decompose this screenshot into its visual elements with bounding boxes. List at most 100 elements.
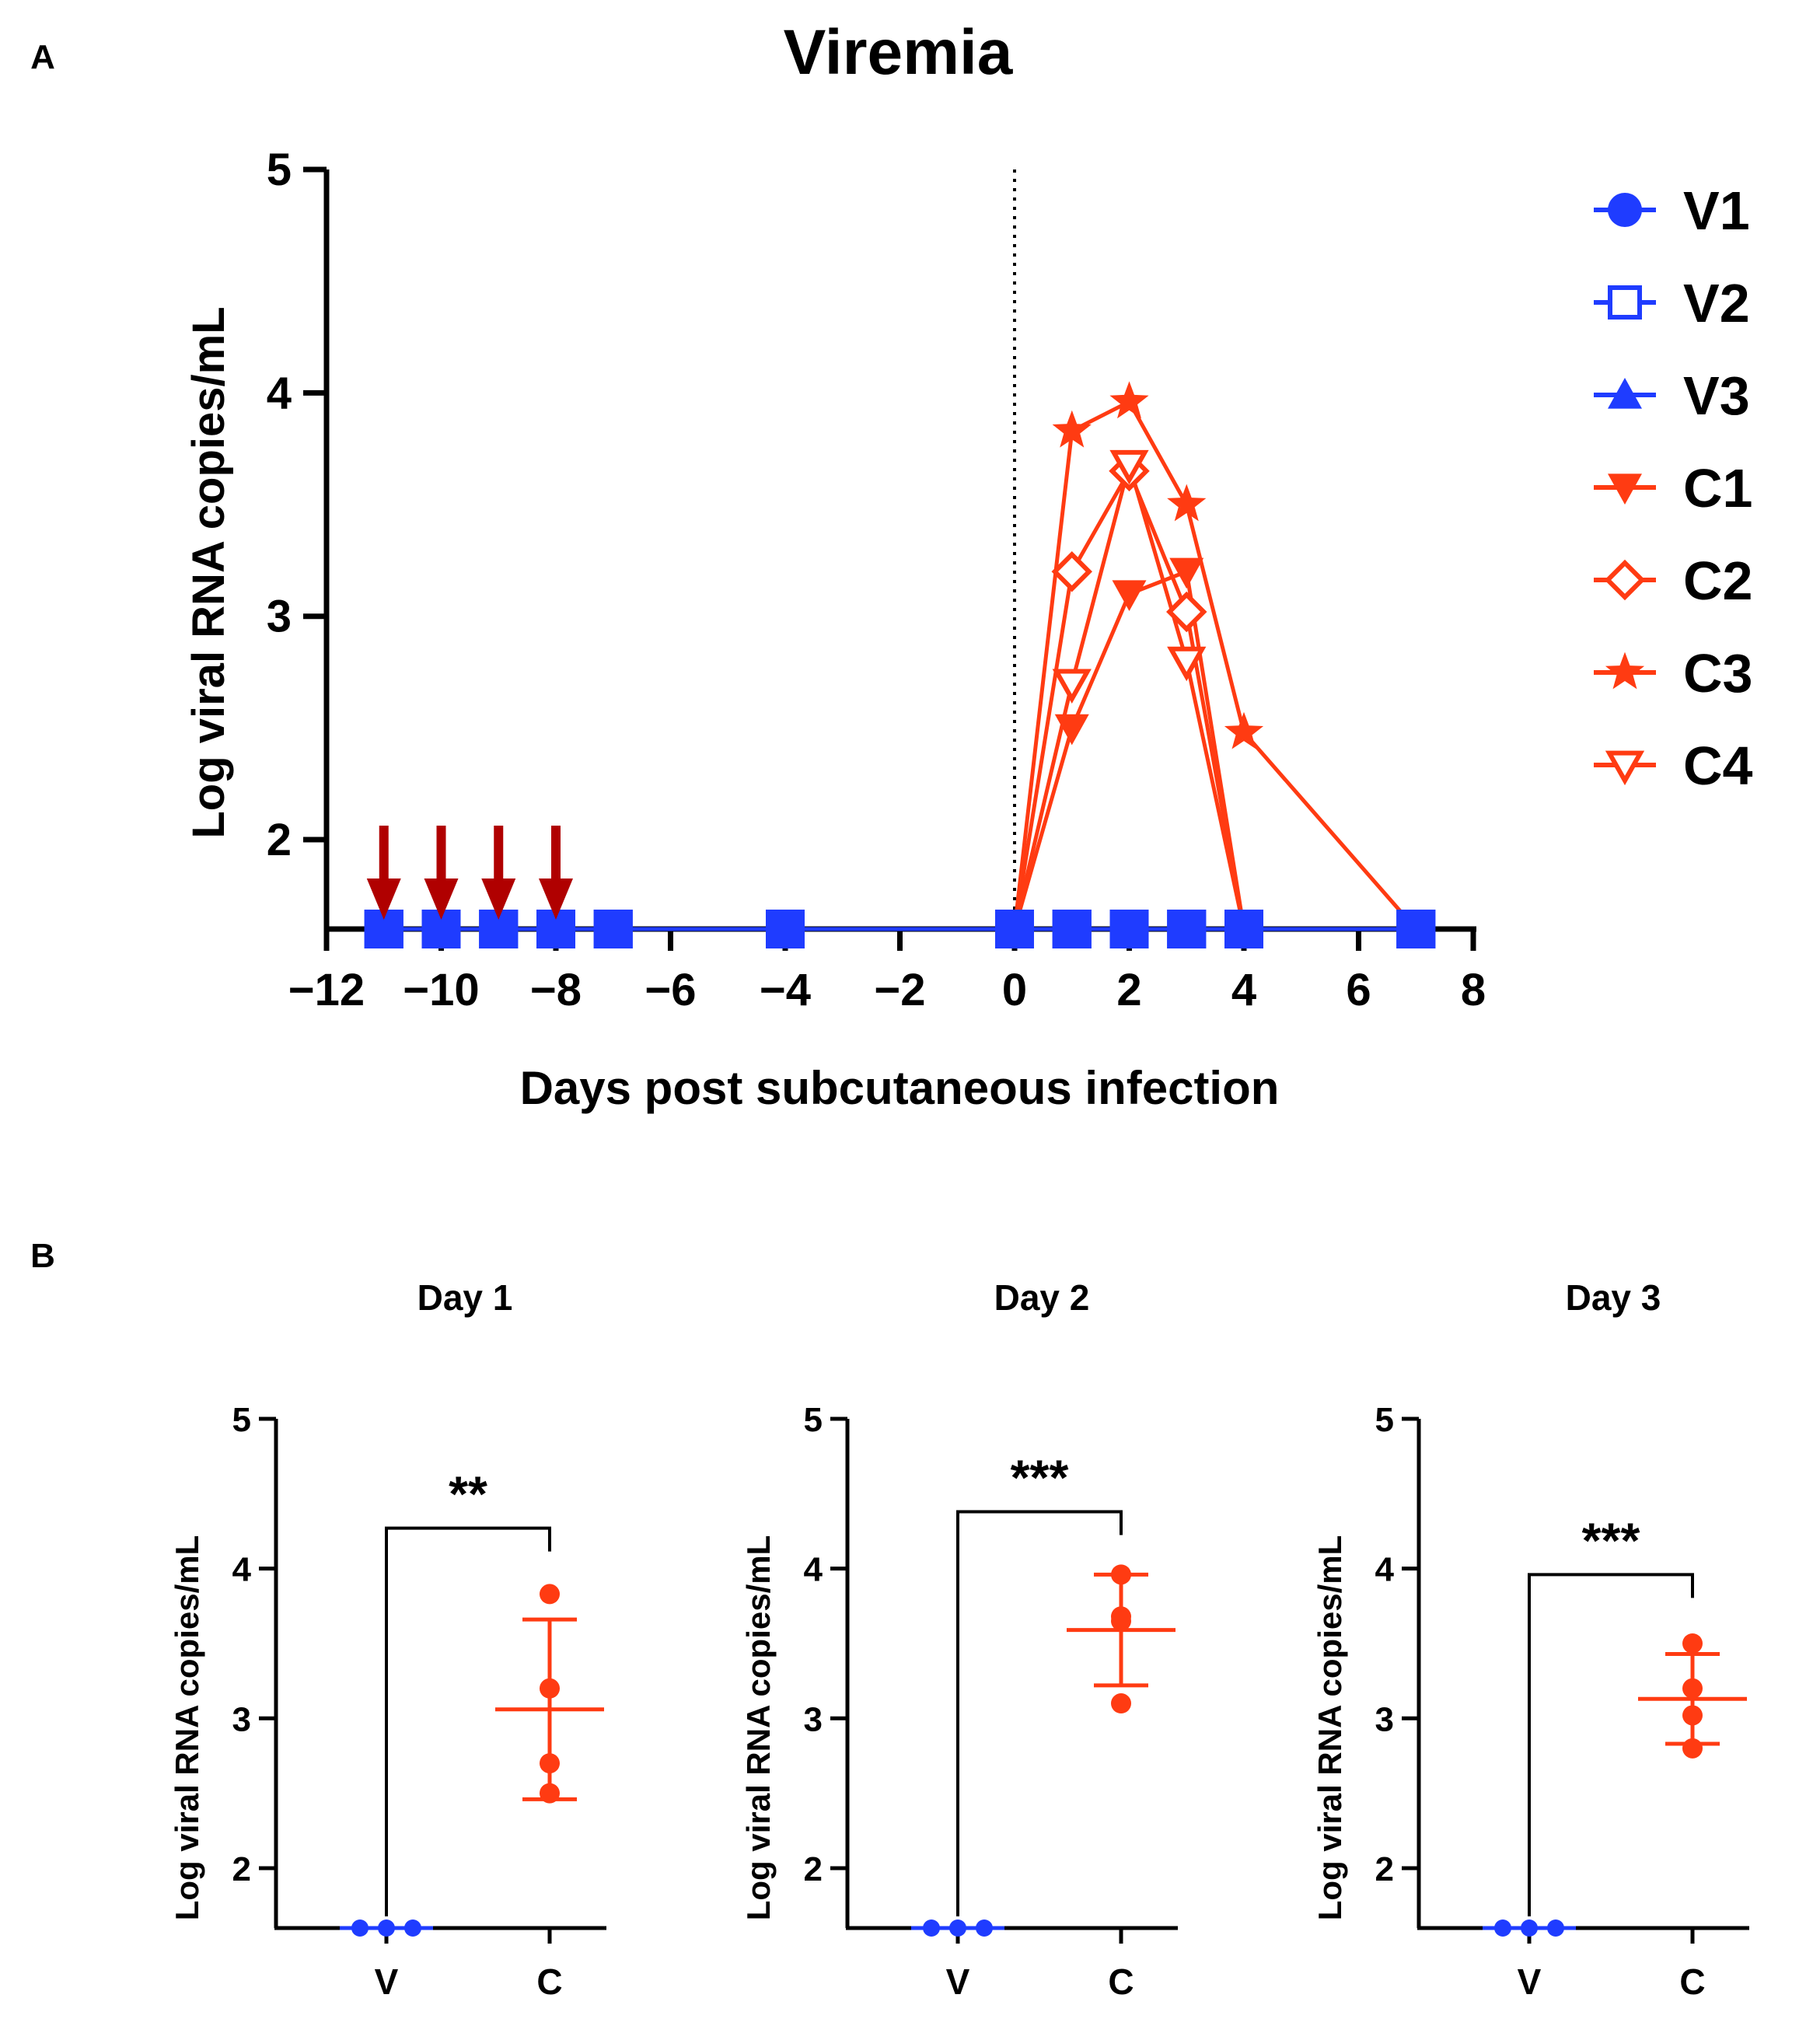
significance-bracket [385,1526,551,1916]
data-point-v3 [995,910,1034,948]
significance-bracket [1528,1573,1694,1916]
chart-title: Viremia [784,17,1014,88]
series-line-c3 [1012,399,1418,931]
y-tick-label: 3 [232,1700,251,1738]
y-tick-label: 5 [804,1401,823,1439]
data-point-c [1682,1633,1703,1654]
x-tick-label: −4 [760,965,811,1015]
legend: V1 V2 V3 C1 C2 C3 C4 [1594,180,1753,796]
vaccination-arrow-icon [481,879,516,920]
data-point-c1 [1112,580,1147,611]
x-tick-label: C [536,1961,562,2002]
legend-label-c3: C3 [1683,643,1752,704]
x-axis-label: Days post subcutaneous infection [520,1062,1280,1114]
y-tick-label: 2 [267,815,292,865]
data-point-c4 [1052,669,1092,704]
y-axis-label: Log viral RNA copies/mL [183,306,234,838]
data-point-c2 [1051,550,1092,592]
legend-label-v2: V2 [1683,273,1750,334]
x-tick-label: 2 [1116,965,1141,1015]
data-point-c [540,1753,560,1774]
data-point-v [404,1919,421,1937]
vaccination-arrow-icon [539,879,573,920]
data-point-v [923,1919,940,1937]
legend-marker-v3-icon [1608,378,1642,409]
data-point-c [1111,1564,1131,1585]
data-point-v3 [1224,910,1263,948]
legend-marker-c3-icon [1605,651,1645,690]
x-tick-label: −12 [288,965,365,1015]
data-point-c3 [1052,410,1092,448]
x-tick-label: 4 [1231,965,1256,1015]
x-tick-label: V [1518,1961,1542,2002]
y-axis-label: Log viral RNA copies/mL [740,1535,777,1921]
y-tick-label: 2 [232,1850,251,1888]
y-tick-label: 3 [267,592,292,642]
legend-marker-v2-icon [1608,285,1642,320]
data-point-v3 [766,910,805,948]
data-point-c [1682,1738,1703,1759]
data-point-c [540,1584,560,1605]
legend-label-c4: C4 [1683,735,1753,796]
x-tick-label: −8 [530,965,582,1015]
x-tick-label: C [1679,1961,1705,2002]
legend-marker-c1-icon [1608,473,1642,505]
y-tick-label: 4 [1375,1551,1395,1589]
data-point-v [378,1919,395,1937]
data-point-c [1111,1693,1131,1714]
y-tick-label: 5 [267,145,292,195]
subplot-title: Day 1 [417,1277,513,1318]
legend-marker-c2-icon [1604,559,1646,601]
data-point-v3 [1109,910,1149,948]
data-point-c1 [1169,557,1204,589]
data-point-v3 [1396,910,1436,948]
panel-b-day-2: Day 2 2 3 4 5 V C Log viral RNA copies/mL *** [740,1277,1178,2002]
data-point-c3 [1224,711,1264,749]
significance-bracket [956,1510,1123,1916]
data-point-c4 [1167,646,1207,682]
y-tick-label: 2 [804,1850,823,1888]
panel-a: A Viremia 2 3 4 5 −12 −10 −8 −6 −4 −2 0 2 4 6 8 Days post… [30,17,1752,1114]
y-tick-label: 5 [232,1401,251,1439]
panel-b-day-3: Day 3 2 3 4 5 V C Log viral RNA copies/mL *** [1312,1277,1749,2002]
data-point-v3 [593,910,633,948]
data-point-c [1111,1611,1131,1632]
data-point-v [1494,1919,1511,1937]
data-point-c1 [1054,714,1089,746]
vaccination-arrow-icon [366,879,401,920]
x-tick-label: V [946,1961,970,2002]
data-point-c2 [1166,591,1207,633]
y-tick-label: 3 [804,1700,823,1738]
data-point-v3 [1052,910,1092,948]
panel-label-a: A [30,38,55,76]
data-point-c [540,1678,560,1699]
x-tick-label: C [1108,1961,1134,2002]
data-point-v [949,1919,966,1937]
x-tick-label: 8 [1461,965,1486,1015]
significance-label: ** [449,1466,487,1522]
x-tick-label: 0 [1002,965,1027,1015]
legend-label-c1: C1 [1683,458,1752,519]
y-tick-label: 2 [1375,1850,1394,1888]
y-tick-label: 4 [804,1551,823,1589]
x-tick-label: −6 [645,965,696,1015]
data-point-c3 [1167,484,1207,522]
data-point-v3 [1167,910,1207,948]
legend-label-v3: V3 [1683,365,1750,426]
y-axis-label: Log viral RNA copies/mL [169,1535,205,1921]
legend-label-v1: V1 [1683,180,1750,241]
y-tick-label: 4 [267,368,292,418]
y-tick-label: 5 [1375,1401,1394,1439]
data-point-v [351,1919,369,1937]
data-point-c3 [1109,381,1149,419]
legend-label-c2: C2 [1683,550,1752,611]
x-tick-label: V [375,1961,399,2002]
y-axis-label: Log viral RNA copies/mL [1312,1535,1348,1921]
vaccination-arrow-icon [424,879,459,920]
x-tick-label: −2 [874,965,925,1015]
subplot-title: Day 3 [1566,1277,1661,1318]
data-point-c4 [1109,449,1149,485]
data-point-v [1521,1919,1538,1937]
panel-b-day-1: Day 1 2 3 4 5 V C Log viral RNA copies/mL ** [169,1277,606,2002]
